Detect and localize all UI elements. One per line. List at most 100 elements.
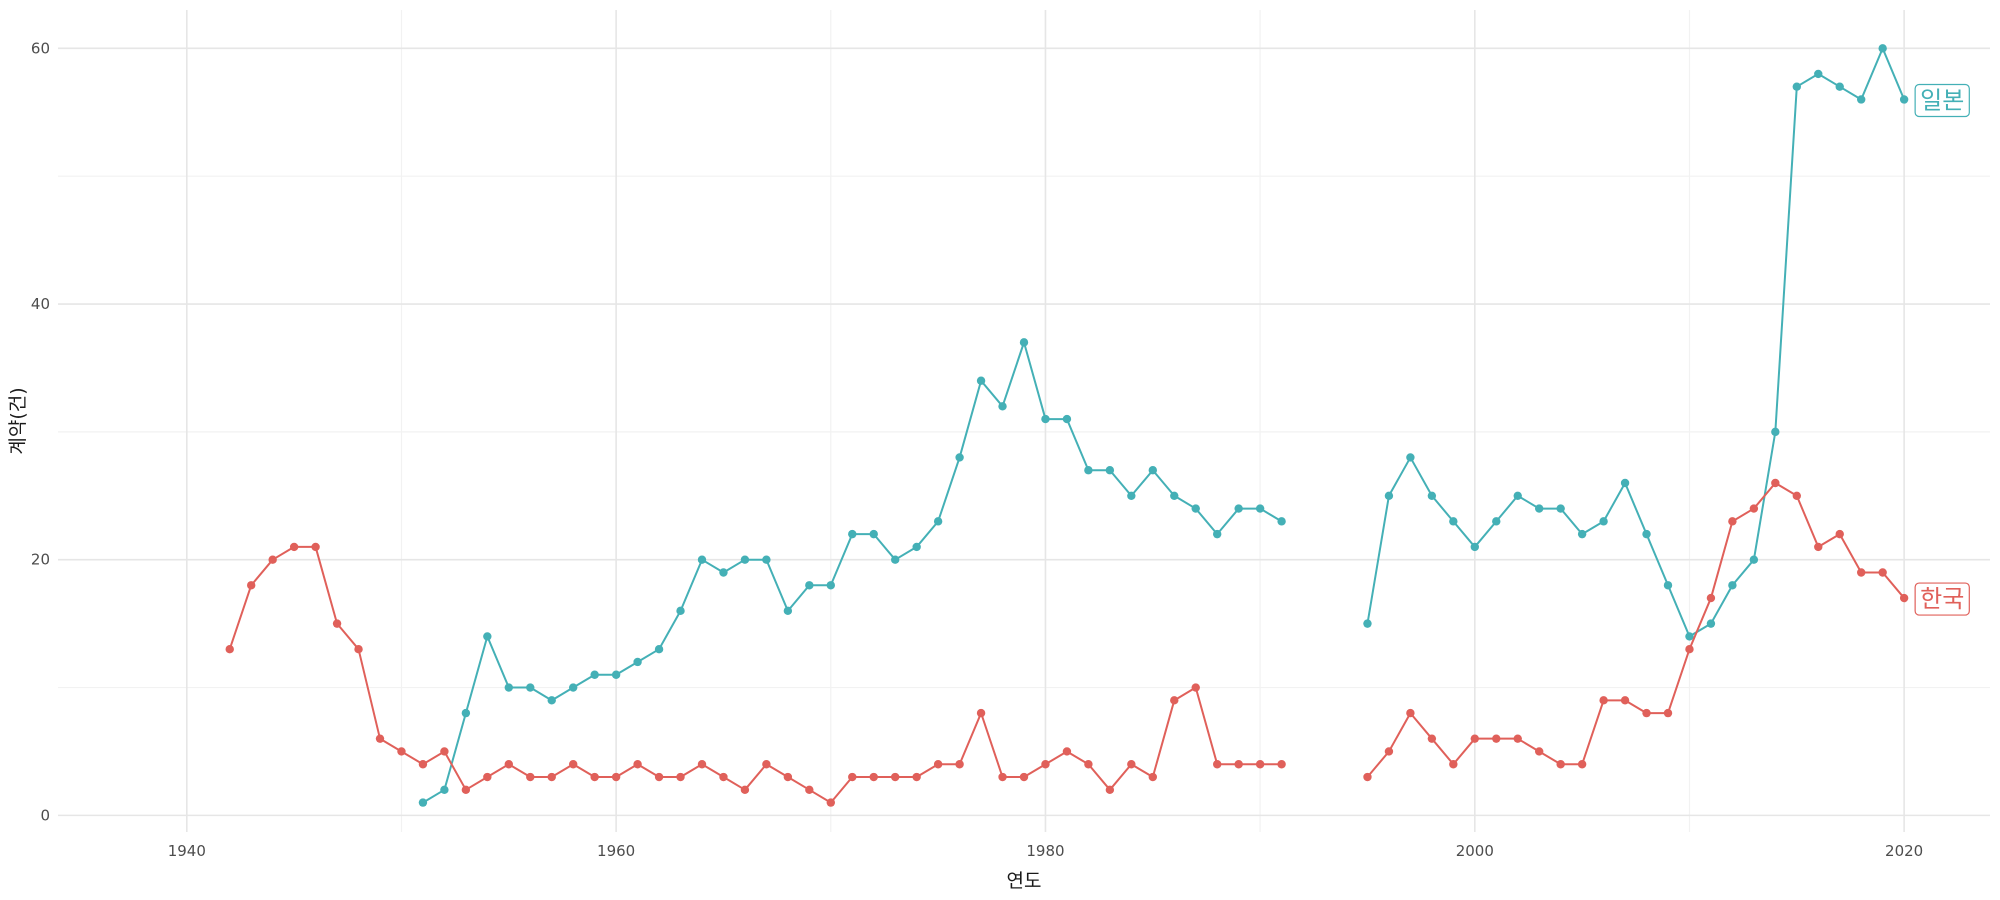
data-point <box>697 555 707 564</box>
data-point <box>1749 504 1759 513</box>
data-point <box>526 772 535 782</box>
data-point <box>1814 69 1823 79</box>
data-point <box>1170 491 1179 500</box>
data-point <box>891 772 900 782</box>
data-point <box>1706 619 1716 628</box>
data-point <box>1019 772 1029 782</box>
data-point <box>1556 760 1565 769</box>
data-point <box>1814 542 1823 552</box>
end-label-text: 일본 <box>1920 86 1964 114</box>
data-point <box>1406 708 1415 718</box>
data-point <box>1513 734 1522 743</box>
data-point <box>933 760 943 769</box>
data-point <box>1127 491 1136 500</box>
data-point <box>1599 696 1608 705</box>
data-point <box>1878 44 1887 53</box>
end-label-일본: 일본 <box>1914 83 1970 118</box>
data-point <box>611 670 621 679</box>
data-point <box>1191 683 1200 692</box>
data-point <box>1277 517 1286 526</box>
data-point <box>1663 581 1673 590</box>
data-point <box>225 644 234 654</box>
x-tick-label: 1960 <box>597 842 635 860</box>
series-일본 <box>418 44 1909 807</box>
data-point <box>1792 82 1802 91</box>
y-tick-label: 40 <box>31 295 50 313</box>
x-tick-label: 1980 <box>1026 842 1064 860</box>
x-tick-label: 2000 <box>1456 842 1494 860</box>
series-한국 <box>225 478 1909 807</box>
data-point <box>1084 760 1093 769</box>
data-point <box>891 555 900 564</box>
data-point <box>676 772 685 782</box>
end-label-text: 한국 <box>1920 585 1964 613</box>
data-point <box>569 683 578 692</box>
data-point <box>1384 491 1394 500</box>
data-point <box>933 517 943 526</box>
data-point <box>483 772 492 782</box>
data-point <box>1642 708 1651 718</box>
data-point <box>1577 760 1587 769</box>
data-point <box>418 760 428 769</box>
data-point <box>1642 529 1651 539</box>
data-point <box>375 734 385 743</box>
data-point <box>1105 466 1115 475</box>
data-point <box>1191 504 1200 513</box>
y-axis-title: 계약(건) <box>7 387 29 454</box>
data-point <box>1363 772 1372 782</box>
data-point <box>440 785 449 795</box>
data-point <box>247 581 256 590</box>
data-point <box>1835 529 1844 539</box>
data-point <box>1148 772 1158 782</box>
data-point <box>547 772 556 782</box>
data-point <box>1492 517 1501 526</box>
data-point <box>1663 708 1673 718</box>
data-point <box>1234 504 1243 513</box>
data-point <box>590 670 599 679</box>
grid <box>58 10 1990 832</box>
data-point <box>461 708 471 718</box>
series-line <box>228 545 1282 804</box>
data-point <box>1062 414 1072 424</box>
data-point <box>805 581 814 590</box>
data-point <box>397 747 406 756</box>
data-point <box>1127 760 1136 769</box>
data-point <box>740 555 750 564</box>
data-point <box>1535 504 1544 513</box>
data-point <box>976 376 986 385</box>
y-tick-label: 60 <box>31 39 50 57</box>
data-point <box>311 542 320 552</box>
data-point <box>762 760 771 769</box>
data-point <box>1771 427 1780 437</box>
data-point <box>848 772 857 782</box>
data-point <box>783 606 793 616</box>
data-point <box>848 529 857 539</box>
data-point <box>1857 95 1866 104</box>
data-point <box>826 581 835 590</box>
data-point <box>1277 760 1286 769</box>
data-point <box>569 760 578 769</box>
y-tick-label: 0 <box>40 806 50 824</box>
data-point <box>1685 632 1694 641</box>
data-point <box>590 772 599 782</box>
data-point <box>955 453 964 462</box>
data-point <box>1513 491 1522 500</box>
data-point <box>1213 529 1222 539</box>
data-point <box>1170 696 1179 705</box>
data-point <box>719 568 728 577</box>
data-point <box>1685 644 1694 654</box>
series-line <box>1366 482 1905 778</box>
data-point <box>1728 581 1737 590</box>
series <box>225 44 1909 807</box>
data-point <box>1835 82 1844 91</box>
data-point <box>1878 568 1887 577</box>
data-point <box>1620 696 1630 705</box>
data-point <box>1084 466 1093 475</box>
data-point <box>1577 529 1587 539</box>
x-axis-title: 연도 <box>1007 870 1042 892</box>
data-point <box>418 798 428 807</box>
data-point <box>1771 478 1780 488</box>
data-point <box>1470 734 1480 743</box>
